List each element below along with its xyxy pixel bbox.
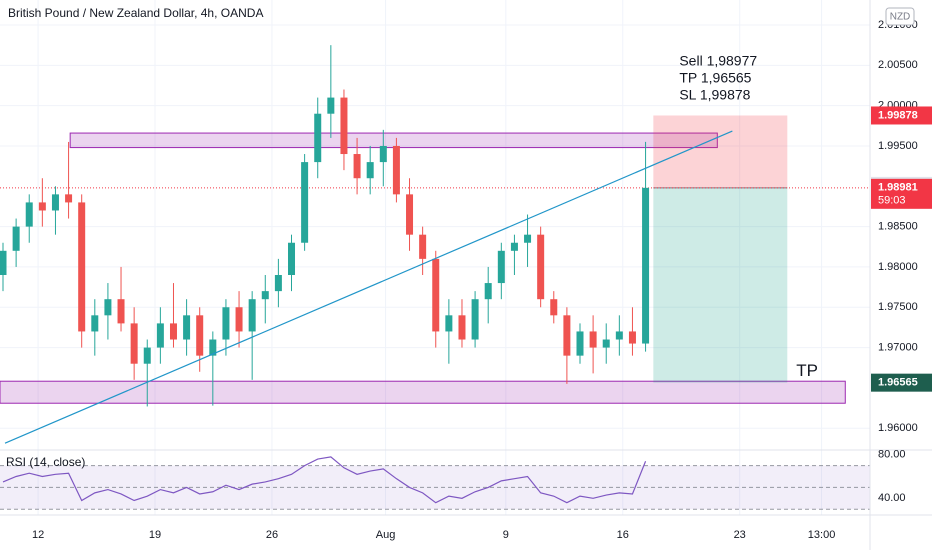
- candle-body: [51, 194, 59, 211]
- candle-body: [563, 315, 571, 356]
- candle-body: [550, 299, 558, 316]
- y-tick-label: 1.99500: [878, 140, 918, 152]
- candle-body: [615, 331, 623, 340]
- candle-body: [169, 323, 177, 340]
- candle-body: [91, 315, 99, 332]
- candle-body: [117, 299, 125, 324]
- y-tick-label: 1.97500: [878, 301, 918, 313]
- candle-body: [445, 315, 453, 332]
- candle-body: [628, 331, 636, 344]
- candle-body: [366, 162, 374, 179]
- rsi-tick-label: 40.00: [878, 492, 906, 504]
- rsi-name: RSI (14, close): [6, 455, 85, 469]
- stop-zone: [653, 115, 788, 188]
- candle-body: [183, 315, 191, 340]
- x-tick-label: 23: [734, 529, 746, 541]
- price-tag: [871, 373, 932, 392]
- candle-body: [471, 299, 479, 340]
- currency-box[interactable]: [885, 7, 915, 26]
- candle-body: [222, 307, 230, 340]
- candle-body: [314, 113, 322, 163]
- candle-body: [12, 226, 20, 251]
- price-tag: [871, 106, 932, 125]
- candle-body: [209, 339, 217, 356]
- chart-title: British Pound / New Zealand Dollar, 4h, …: [8, 6, 263, 20]
- zone: [69, 132, 718, 149]
- x-tick-label: 12: [32, 529, 44, 541]
- last-price-tag: [871, 178, 932, 209]
- candle-body: [301, 162, 309, 243]
- candle-body: [589, 331, 597, 348]
- candle-body: [353, 154, 361, 179]
- candle-body: [196, 315, 204, 356]
- candle-body: [104, 299, 112, 316]
- position-label: SL 1,99878: [679, 87, 750, 103]
- candle-body: [78, 202, 86, 332]
- rsi-line: [2, 456, 647, 504]
- y-tick-label: 1.97000: [878, 341, 918, 353]
- candle-body: [130, 323, 138, 364]
- last-price-label: 1.98981: [878, 182, 918, 194]
- zone: [0, 380, 846, 404]
- candle-body: [524, 234, 532, 243]
- candle-body: [156, 323, 164, 348]
- candle-body: [0, 250, 7, 275]
- candle-body: [510, 242, 518, 251]
- candle-body: [576, 331, 584, 356]
- x-tick-label: 26: [266, 529, 278, 541]
- price-tag-label: 1.99878: [878, 109, 918, 121]
- candle-body: [261, 291, 269, 300]
- candle-body: [432, 258, 440, 332]
- candle-body: [642, 187, 650, 344]
- tp-text: TP: [796, 361, 818, 380]
- candle-body: [65, 194, 73, 203]
- target-zone: [653, 187, 788, 383]
- trendline: [4, 130, 733, 444]
- candle-body: [327, 97, 335, 114]
- x-tick-label: 19: [149, 529, 161, 541]
- candle-body: [497, 250, 505, 284]
- candle-body: [340, 97, 348, 155]
- x-tick-label: 13:00: [808, 529, 836, 541]
- position-label: TP 1,96565: [679, 70, 751, 86]
- candle-body: [484, 283, 492, 300]
- x-tick-label: 9: [503, 529, 509, 541]
- y-tick-label: 1.98000: [878, 261, 918, 273]
- candle-body: [288, 242, 296, 275]
- candle-body: [248, 299, 256, 332]
- candle-body: [537, 234, 545, 300]
- countdown: 59:03: [878, 195, 906, 207]
- candle-body: [143, 347, 151, 364]
- candle-body: [274, 275, 282, 292]
- y-tick-label: 2.00500: [878, 59, 918, 71]
- candle-body: [392, 145, 400, 195]
- rsi-tick-label: 80.00: [878, 449, 906, 461]
- price-tag-label: 1.96565: [878, 377, 918, 389]
- candle-body: [406, 194, 414, 235]
- candle-body: [25, 202, 33, 227]
- candle-body: [38, 202, 46, 211]
- position-label: Sell 1,98977: [679, 53, 757, 69]
- y-tick-label: 1.96000: [878, 422, 918, 434]
- candle-body: [602, 339, 610, 348]
- candle-body: [379, 145, 387, 163]
- candle-body: [458, 315, 466, 340]
- x-tick-label: Aug: [376, 529, 396, 541]
- candle-body: [419, 234, 427, 259]
- x-tick-label: 16: [617, 529, 629, 541]
- y-tick-label: 1.98500: [878, 221, 918, 233]
- currency: NZD: [890, 12, 911, 23]
- candle-body: [235, 307, 243, 332]
